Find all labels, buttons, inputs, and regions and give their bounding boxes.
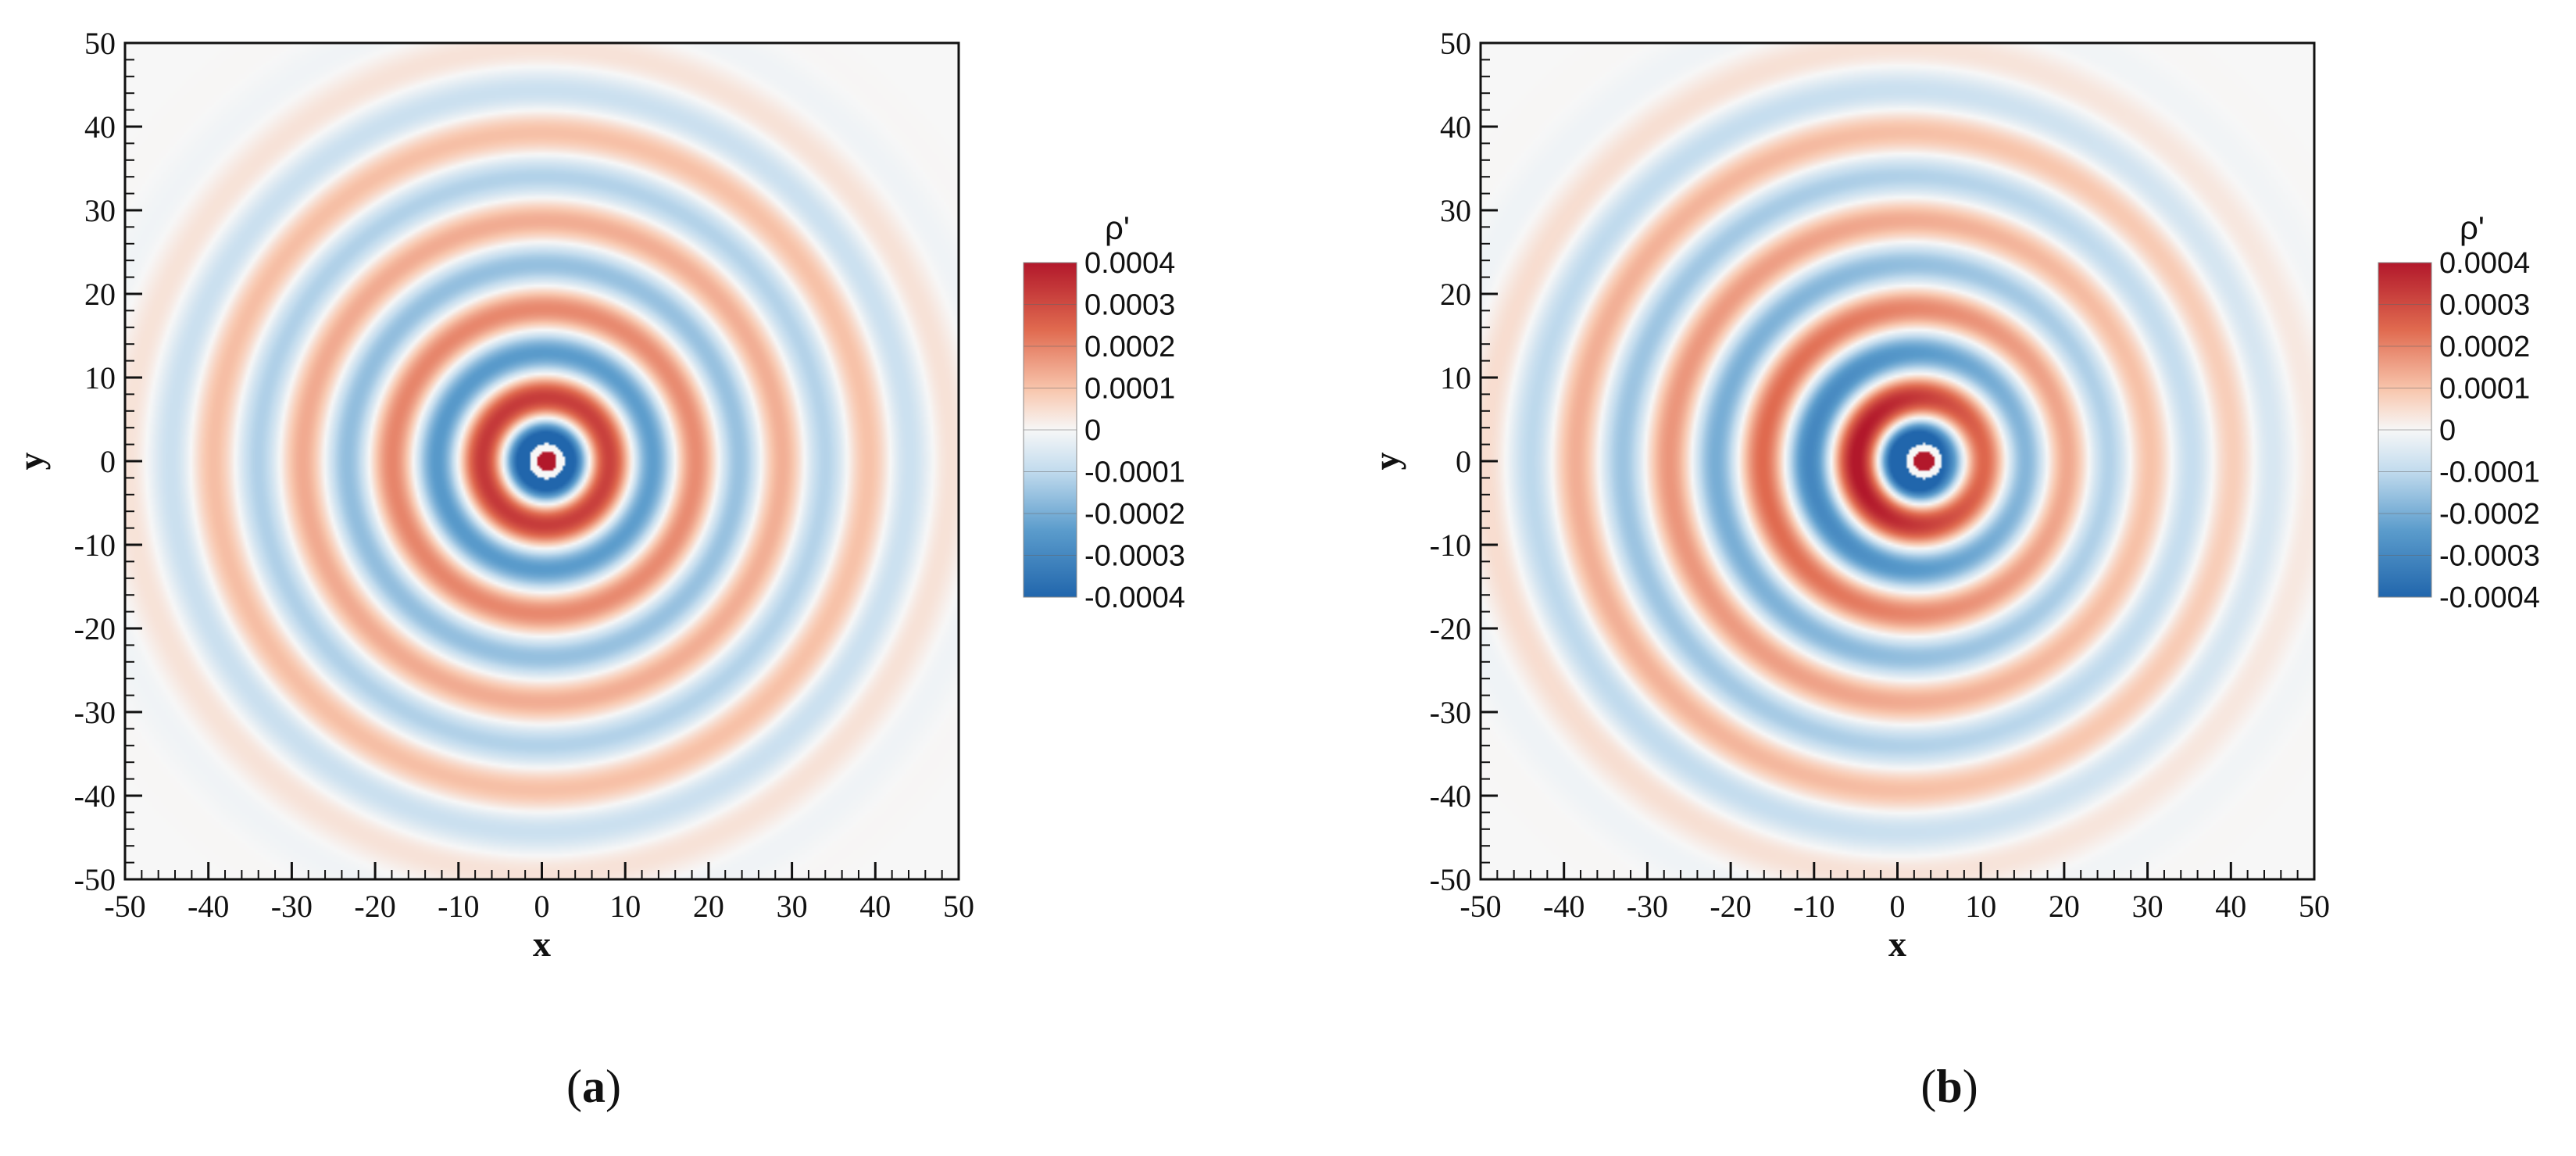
- panel-a-y-ticks: -50 -40 -30 -20 -10 0 10 20 30 40 50: [74, 26, 142, 897]
- panel-b-colorbar-tick-label: -0.0002: [2439, 498, 2540, 531]
- panel-a-colorbar-tick-label: -0.0001: [1084, 456, 1185, 489]
- panel-b-x-tick-label: -50: [1459, 889, 1501, 924]
- panel-b-x-tick-label: -40: [1543, 889, 1585, 924]
- panel-a-y-tick-label: 40: [84, 109, 116, 145]
- panel-a-y-tick-label: -50: [74, 862, 116, 897]
- panel-a-y-tick-label: 50: [84, 26, 116, 61]
- panel-b-colorbar-tick-label: 0.0001: [2439, 373, 2530, 406]
- panel-b-y-tick-label: 30: [1440, 193, 1471, 228]
- panel-a-x-tick-label: 30: [777, 889, 808, 924]
- panel-a-x-tick-label: -20: [354, 889, 395, 924]
- panel-b-colorbar-tick-label: 0.0004: [2439, 247, 2530, 280]
- panel-a-x-tick-label: -10: [438, 889, 479, 924]
- panel-b-y-tick-label: 20: [1440, 277, 1471, 312]
- panel-b-colorbar-tick-label: 0.0002: [2439, 331, 2530, 363]
- panel-a-y-tick-label: -10: [74, 528, 116, 563]
- panel-b-y-ticks: -50 -40 -30 -20 -10 0 10 20 30 40 50: [1430, 26, 1498, 897]
- panel-b-colorbar-tick-label: -0.0001: [2439, 456, 2540, 489]
- panel-a-colorbar-labels: 0.0004 0.0003 0.0002 0.0001 0 -0.0001 -0.0002 -…: [1023, 247, 1185, 614]
- panel-a-x-tick-label: -30: [271, 889, 313, 924]
- panel-a-y-tick-label: 0: [100, 444, 116, 479]
- panel-b-y-tick-label: -30: [1430, 695, 1471, 730]
- panel-b-x-ticks: -50 -40 -30 -20 -10 0 10 20 30 40 50: [1459, 862, 2330, 924]
- panel-a: -50 -40 -30 -20 -10 0 10 20 30 40 50 -50-40-30-20-…: [11, 26, 1185, 1112]
- panel-a-colorbar-tick-label: 0.0001: [1084, 373, 1175, 406]
- panel-b-colorbar-labels: 0.0004 0.0003 0.0002 0.0001 0 -0.0001 -0.0002 -…: [2378, 247, 2540, 614]
- panel-a-x-tick-label: 20: [693, 889, 724, 924]
- panel-b-colorbar-tick-label: -0.0004: [2439, 582, 2540, 614]
- panel-a-x-axis-label: x: [533, 924, 551, 964]
- panel-a-label-letter: a: [582, 1061, 606, 1112]
- panel-a-y-tick-label: 20: [84, 277, 116, 312]
- panel-b-colorbar-frame: [2378, 262, 2432, 598]
- panel-a-colorbar-tick-label: -0.0002: [1084, 498, 1185, 531]
- panel-b: -50 -40 -30 -20 -10 0 10 20 30 40 50 -50-40-30-20-…: [1367, 26, 2540, 1112]
- panel-b-y-tick-label: 0: [1456, 444, 1471, 479]
- panel-a-colorbar-tick-label: -0.0003: [1084, 540, 1185, 573]
- panel-a-x-tick-label: 50: [943, 889, 974, 924]
- panel-a-colorbar-tick-label: 0.0003: [1084, 289, 1175, 322]
- panel-a-y-tick-label: -30: [74, 695, 116, 730]
- panel-b-x-tick-label: 10: [1965, 889, 1996, 924]
- panel-b-x-tick-label: 50: [2299, 889, 2330, 924]
- panel-a-x-tick-label: -50: [104, 889, 145, 924]
- panel-b-colorbar-title: ρ': [2460, 209, 2485, 246]
- panel-a-x-tick-label: 10: [609, 889, 641, 924]
- panel-a-x-tick-label: -40: [188, 889, 229, 924]
- panel-a-x-tick-label: 40: [859, 889, 891, 924]
- panel-b-label: (b): [1920, 1061, 1978, 1112]
- panel-b-y-tick-label: 10: [1440, 360, 1471, 395]
- panel-b-colorbar-tick-label: 0.0003: [2439, 289, 2530, 322]
- panel-b-y-tick-label: -50: [1430, 862, 1471, 897]
- panel-a-colorbar-tick-label: -0.0004: [1084, 582, 1185, 614]
- panel-a-heatmap: [125, 43, 959, 879]
- panel-a-y-tick-label: 10: [84, 360, 116, 395]
- panel-b-x-axis-label: x: [1888, 924, 1906, 964]
- panel-a-colorbar-tick-label: 0: [1084, 414, 1101, 447]
- panel-b-y-tick-label: -10: [1430, 528, 1471, 563]
- panel-b-x-tick-label: -30: [1627, 889, 1668, 924]
- panel-b-x-tick-label: 40: [2215, 889, 2246, 924]
- panel-a-label: (a): [566, 1061, 621, 1112]
- panel-b-colorbar-tick-label: 0: [2439, 414, 2456, 447]
- panel-b-y-axis-label: y: [1367, 453, 1406, 471]
- panel-b-y-tick-label: -40: [1430, 778, 1471, 814]
- panel-b-x-tick-label: -20: [1710, 889, 1751, 924]
- panel-b-x-tick-label: -10: [1793, 889, 1835, 924]
- panel-b-y-tick-label: 50: [1440, 26, 1471, 61]
- panel-a-y-tick-label: 30: [84, 193, 116, 228]
- panel-a-y-tick-label: -40: [74, 778, 116, 814]
- panel-a-colorbar-title: ρ': [1105, 209, 1130, 246]
- panel-a-y-axis-label: y: [11, 453, 51, 471]
- panel-b-y-tick-label: -20: [1430, 611, 1471, 646]
- panel-a-x-tick-label: 0: [534, 889, 550, 924]
- panel-b-x-tick-label: 20: [2049, 889, 2080, 924]
- panel-a-colorbar-tick-label: 0.0002: [1084, 331, 1175, 363]
- panel-b-x-tick-label: 30: [2132, 889, 2163, 924]
- panel-a-colorbar-frame: [1023, 262, 1077, 598]
- panel-a-y-tick-label: -20: [74, 611, 116, 646]
- panel-a-x-ticks: -50 -40 -30 -20 -10 0 10 20 30 40 50: [104, 862, 974, 924]
- panel-b-colorbar-tick-label: -0.0003: [2439, 540, 2540, 573]
- panel-b-label-letter: b: [1936, 1061, 1962, 1112]
- panel-b-x-tick-label: 0: [1890, 889, 1906, 924]
- panel-b-y-tick-label: 40: [1440, 109, 1471, 145]
- panel-a-colorbar-tick-label: 0.0004: [1084, 247, 1175, 280]
- panel-b-heatmap: [1481, 43, 2314, 879]
